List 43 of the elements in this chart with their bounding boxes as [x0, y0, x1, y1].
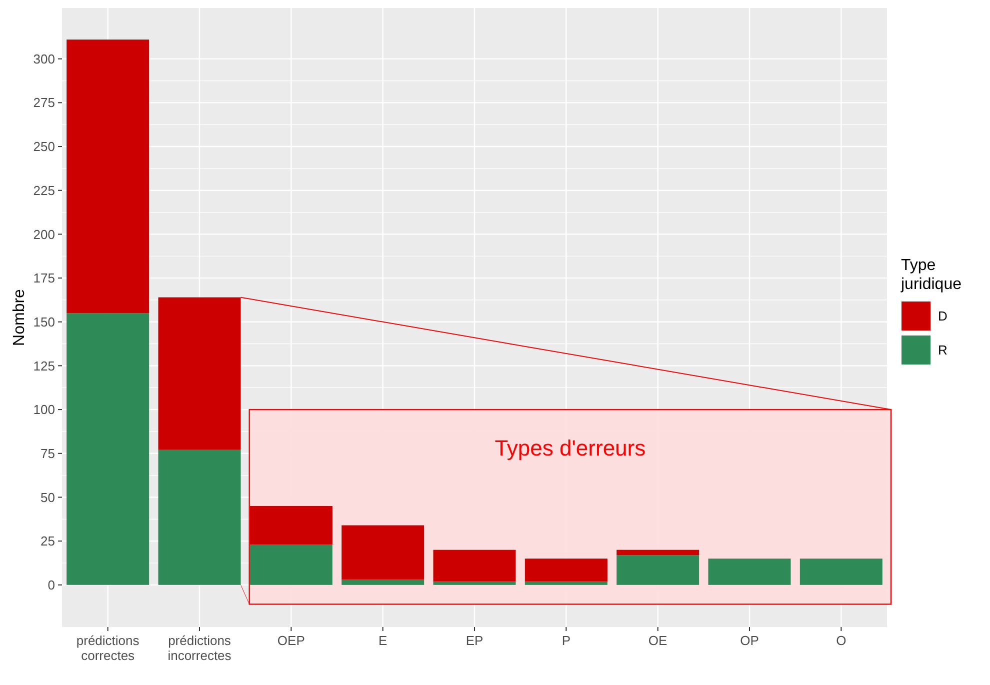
- bar: [66, 40, 150, 314]
- y-tick-label: 150: [33, 314, 55, 330]
- bar: [616, 550, 700, 556]
- annotation: Types d'erreurs: [494, 436, 646, 461]
- y-tick-label: 125: [33, 358, 55, 374]
- bar: [250, 544, 332, 585]
- x-tick-label: EP: [466, 633, 484, 648]
- bar: [524, 581, 608, 585]
- x-tick-label: E: [378, 633, 388, 648]
- bar: [250, 506, 332, 545]
- x-tick-label: prédictions correctes: [76, 633, 140, 663]
- bar: [616, 555, 700, 585]
- bar: [66, 313, 150, 585]
- bar: [524, 558, 608, 582]
- bar: [433, 550, 516, 582]
- y-tick-label: 250: [33, 139, 55, 154]
- bar: [433, 581, 516, 585]
- bar: [342, 525, 424, 580]
- legend-label: R: [938, 342, 948, 358]
- bar: [800, 558, 882, 585]
- x-tick-label: OEP: [277, 633, 305, 648]
- bar: [158, 450, 241, 585]
- x-tick-label: O: [836, 633, 846, 648]
- y-axis-title: Nombre: [11, 288, 28, 346]
- y-tick-label: 200: [33, 226, 55, 242]
- bar: [158, 297, 241, 450]
- x-tick-label: OP: [740, 633, 759, 648]
- x-tick-label: prédictions incorrectes: [168, 633, 232, 663]
- y-tick-label: 225: [33, 182, 55, 198]
- y-tick-label: 75: [40, 446, 55, 461]
- bar: [342, 580, 424, 585]
- y-tick-label: 0: [48, 577, 55, 592]
- y-tick-label: 300: [33, 51, 55, 66]
- legend-label: D: [938, 308, 948, 324]
- x-tick-label: OE: [648, 633, 668, 648]
- legend-title: Type juridique: [900, 257, 962, 293]
- y-tick-label: 25: [40, 534, 55, 549]
- y-tick-label: 100: [33, 402, 55, 418]
- bar: [708, 558, 791, 585]
- y-tick-label: 175: [33, 270, 55, 286]
- x-tick-label: P: [562, 633, 571, 648]
- y-tick-label: 50: [40, 490, 55, 505]
- y-tick-label: 275: [33, 95, 55, 110]
